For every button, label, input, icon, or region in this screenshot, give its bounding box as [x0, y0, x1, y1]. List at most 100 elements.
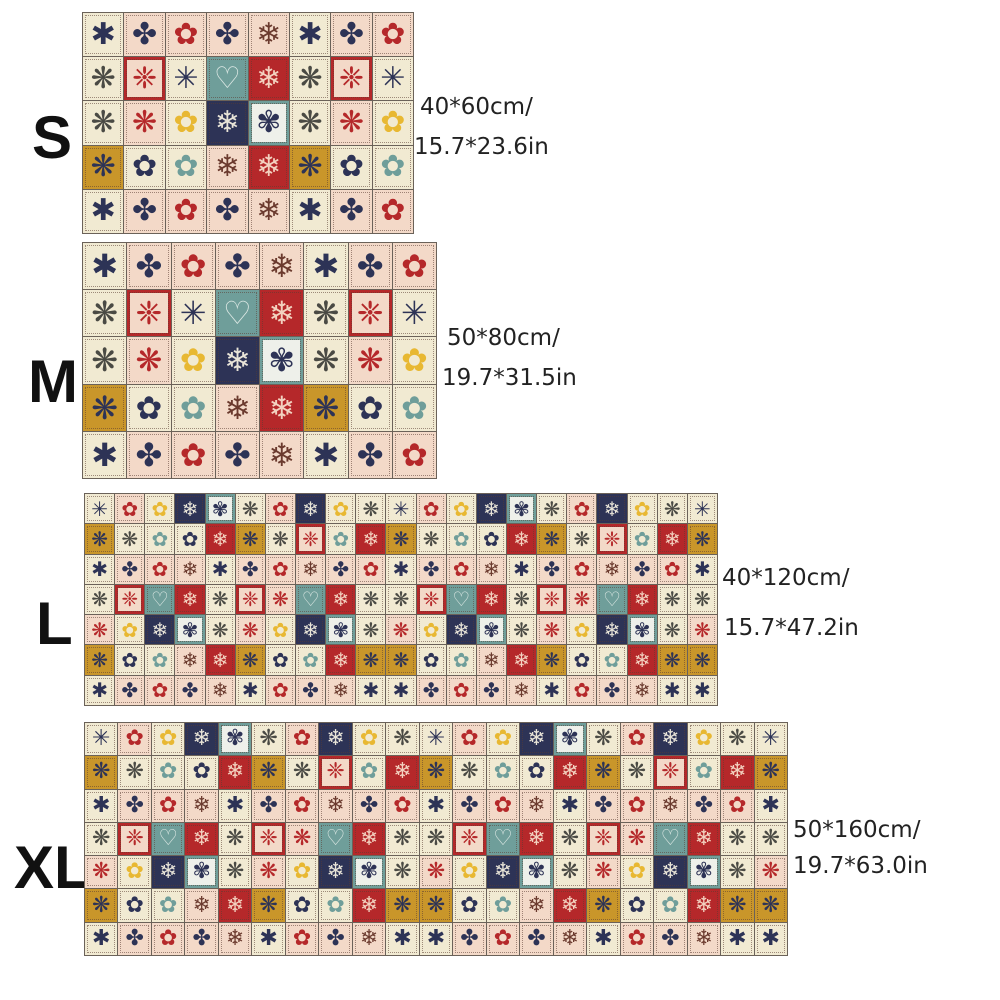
- yellow-flower-tile: ✿: [687, 723, 721, 756]
- tile-motif-icon: ✿: [151, 678, 169, 703]
- snowflake-tile: ❋: [83, 290, 127, 337]
- tile-motif-icon: ✿: [292, 792, 312, 818]
- tile-motif-icon: ❄: [192, 825, 211, 851]
- tile-motif-icon: ❄: [223, 341, 251, 380]
- flower-tile: ✿: [453, 723, 486, 756]
- flower-tile: ✿: [285, 723, 319, 756]
- tile-motif-icon: ✿: [633, 496, 651, 521]
- cross-tile: ✤: [124, 13, 165, 57]
- star-tile: ✱: [289, 189, 331, 233]
- cross-tile: ✤: [348, 243, 392, 290]
- navy-snowflake-tile: ❄: [175, 494, 205, 524]
- tile-motif-icon: ❄: [483, 557, 500, 582]
- flower-tile: ✿: [392, 384, 436, 431]
- tile-motif-icon: ❋: [259, 726, 278, 752]
- star-tile: ✱: [218, 789, 252, 822]
- tile-motif-icon: ✤: [214, 193, 240, 229]
- tile-motif-icon: ✤: [131, 193, 158, 229]
- star-tile: ✱: [83, 13, 124, 57]
- mustard-tile: ❋: [537, 524, 567, 554]
- red-frame-tile: ❈: [348, 290, 392, 337]
- snowflake-tile: ❋: [657, 494, 687, 524]
- tile-motif-icon: ✿: [326, 892, 345, 918]
- tile-motif-icon: ❋: [560, 825, 580, 851]
- tile-motif-icon: ❄: [332, 648, 350, 673]
- tile-motif-icon: ✿: [627, 726, 647, 752]
- tile-motif-icon: ❄: [603, 557, 621, 582]
- tile-motif-icon: ✿: [493, 726, 513, 752]
- tile-motif-icon: ✿: [452, 496, 470, 521]
- tile-motif-icon: ✿: [694, 759, 714, 785]
- tile-motif-icon: ✿: [380, 149, 406, 185]
- red-snowflake-tile: ❄: [506, 524, 537, 554]
- tile-motif-icon: ✤: [223, 435, 251, 474]
- snowflake-tile: ❄: [207, 145, 248, 189]
- tile-motif-icon: ✿: [272, 678, 289, 703]
- tile-motif-icon: ❋: [543, 526, 561, 551]
- tile-motif-icon: ❋: [663, 496, 681, 521]
- medallion-tile: ✾: [520, 856, 553, 889]
- tile-motif-icon: ❋: [663, 648, 681, 673]
- tile-motif-icon: ✿: [400, 341, 428, 380]
- tile-motif-icon: ✱: [92, 792, 111, 818]
- size-S-label: S: [32, 104, 73, 171]
- star-tile: ✳: [85, 723, 118, 756]
- snowflake-tile: ❄: [687, 922, 721, 955]
- red-snowflake-tile: ❄: [476, 584, 506, 615]
- tile-motif-icon: ✿: [627, 792, 647, 818]
- tile-motif-icon: ✤: [594, 792, 613, 818]
- cross-tile: ✤: [627, 554, 657, 584]
- tile-motif-icon: ❄: [661, 792, 680, 818]
- snowflake-tile: ❋: [453, 756, 486, 789]
- navy-snowflake-tile: ❄: [185, 723, 218, 756]
- tile-motif-icon: ❈: [302, 526, 319, 551]
- tile-motif-icon: ✤: [121, 557, 139, 582]
- star-tile: ✱: [304, 243, 348, 290]
- tile-motif-icon: ✤: [332, 557, 350, 582]
- snowflake-tile: ❋: [386, 584, 416, 615]
- tile-motif-icon: ✿: [192, 759, 211, 785]
- snowflake-tile: ❋: [85, 615, 115, 645]
- mustard-tile: ❋: [356, 645, 386, 675]
- cross-tile: ✤: [295, 675, 326, 705]
- star-tile: ✱: [506, 554, 537, 584]
- tile-motif-icon: ❋: [392, 617, 410, 642]
- medallion-tile: ✾: [687, 856, 721, 889]
- yellow-flower-tile: ✿: [151, 723, 185, 756]
- tile-motif-icon: ✿: [359, 726, 379, 752]
- cross-tile: ✤: [118, 922, 151, 955]
- tile-motif-icon: ✤: [302, 678, 319, 703]
- snowflake-tile: ❋: [506, 615, 537, 645]
- tile-motif-icon: ❄: [181, 587, 199, 612]
- flower-tile: ✿: [265, 554, 295, 584]
- snowflake-tile: ❋: [83, 57, 124, 101]
- tile-motif-icon: ❋: [338, 104, 364, 140]
- yellow-flower-tile: ✿: [285, 856, 319, 889]
- medallion-tile: ✾: [627, 615, 657, 645]
- flower-tile: ✿: [372, 145, 413, 189]
- red-snowflake-tile: ❄: [248, 57, 289, 101]
- red-snowflake-tile: ❄: [326, 645, 356, 675]
- tile-motif-icon: ❋: [627, 759, 647, 785]
- tile-motif-icon: ❄: [694, 892, 714, 918]
- medallion-tile: ✾: [326, 615, 356, 645]
- tile-motif-icon: ❋: [392, 648, 410, 673]
- tile-motif-icon: ❄: [332, 678, 350, 703]
- cross-tile: ✤: [520, 922, 553, 955]
- red-snowflake-tile: ❄: [175, 584, 205, 615]
- navy-snowflake-tile: ❄: [295, 615, 326, 645]
- red-snowflake-tile: ❄: [205, 524, 235, 554]
- star-tile: ✱: [85, 922, 118, 955]
- cross-tile: ✤: [687, 789, 721, 822]
- tile-motif-icon: ❄: [362, 526, 380, 551]
- tile-motif-icon: ✿: [573, 678, 591, 703]
- tile-motif-icon: ✤: [192, 925, 211, 951]
- tile-motif-icon: ❋: [393, 726, 412, 752]
- snowflake-tile: ❄: [175, 554, 205, 584]
- tile-motif-icon: ✿: [452, 648, 470, 673]
- tile-motif-icon: ❈: [594, 825, 613, 851]
- flower-tile: ✿: [446, 675, 476, 705]
- yellow-flower-tile: ✿: [165, 101, 207, 145]
- cross-tile: ✤: [235, 554, 265, 584]
- tile-motif-icon: ❄: [211, 648, 229, 673]
